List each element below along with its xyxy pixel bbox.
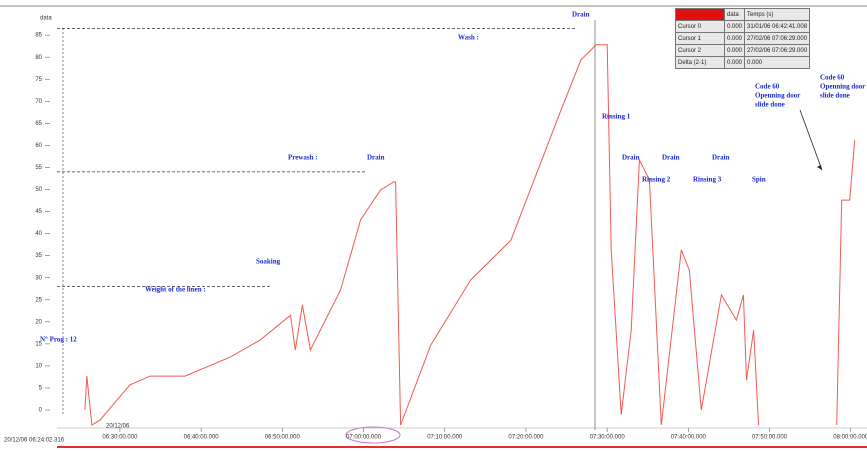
y-tick-label: 55 xyxy=(35,165,42,171)
annotation: Drain xyxy=(622,154,640,162)
table-row: Cursor 0 0.000 31/01/06 06:42:41.008 xyxy=(675,20,811,33)
y-tick-label: 30 xyxy=(35,275,42,281)
annotation: Rinsing 2 xyxy=(642,176,671,184)
annotation: Drain xyxy=(712,154,730,162)
y-tick-label: 15 xyxy=(35,341,42,347)
annotation: Spin xyxy=(752,176,766,184)
arrow xyxy=(799,109,823,171)
x-tick-label: 06:50:00.000 xyxy=(265,435,301,441)
annotation: Rinsing 1 xyxy=(602,113,631,121)
y-tick-label: 75 xyxy=(35,77,42,83)
cell: Delta (2-1) xyxy=(675,56,725,69)
annotation: Code 60 xyxy=(755,83,780,91)
y-tick-label: 70 xyxy=(35,99,42,105)
y-tick-label: 45 xyxy=(35,209,42,215)
annotation: Drain xyxy=(367,154,385,162)
x-date-label: 20/12/06 xyxy=(106,424,130,430)
annotation: slide done xyxy=(755,101,785,109)
annotation: Prewash : xyxy=(288,154,318,162)
x-tick-label: 08:00:00.000 xyxy=(833,435,867,441)
y-tick-label: 0 xyxy=(39,408,43,414)
x-tick-label: 07:50:00.000 xyxy=(752,435,788,441)
data-line xyxy=(84,44,856,426)
annotation: Weight of the linen : xyxy=(145,286,206,294)
y-tick-label: 10 xyxy=(35,364,42,370)
annotation: Code 60 xyxy=(820,74,845,82)
y-tick-label: 40 xyxy=(35,231,42,237)
x-tick-label: 07:20:00.000 xyxy=(508,435,544,441)
cell: 0.000 xyxy=(723,44,746,57)
y-tick-label: 80 xyxy=(35,55,42,61)
cursor-table: data Temps (s) Cursor 0 0.000 31/01/06 06:… xyxy=(675,8,811,69)
cell: 0.000 xyxy=(723,32,746,45)
x-tick-label: 06:40:00.000 xyxy=(184,435,220,441)
x-start-label: 20/12/06 06:24:02.316 xyxy=(4,438,65,444)
y-tick-label: 50 xyxy=(35,187,42,193)
y-axis-label: data xyxy=(40,16,52,22)
annotation: Rinsing 3 xyxy=(693,176,722,184)
cell: 0.000 xyxy=(723,56,746,69)
table-header: data Temps (s) xyxy=(675,8,811,21)
x-tick-label: 07:00:00.000 xyxy=(346,435,382,441)
cell: Cursor 2 xyxy=(675,44,725,57)
cell: Cursor 1 xyxy=(675,32,725,45)
y-tick-label: 85 xyxy=(35,33,42,39)
annotation: Openning door xyxy=(755,92,800,100)
annotation: Wash : xyxy=(458,34,479,42)
annotation: slide done xyxy=(820,92,850,100)
cell: 0.000 xyxy=(723,20,746,33)
x-tick-label: 06:30:00.000 xyxy=(102,435,138,441)
y-tick-label: 60 xyxy=(35,143,42,149)
y-tick-label: 65 xyxy=(35,121,42,127)
header-cell: Temps (s) xyxy=(744,8,811,21)
cell: 31/01/06 06:42:41.008 xyxy=(744,20,811,33)
header-cell: data xyxy=(723,8,746,21)
cell: Cursor 0 xyxy=(675,20,725,33)
annotation: N° Prog : 12 xyxy=(40,336,77,344)
cell: 27/02/06 07:06:29.000 xyxy=(744,32,811,45)
x-tick-label: 07:30:00.000 xyxy=(590,435,626,441)
cell: 0.000 xyxy=(744,56,811,69)
highlight-ellipse xyxy=(345,426,401,444)
y-tick-label: 25 xyxy=(35,297,42,303)
table-row: Delta (2-1) 0.000 0.000 xyxy=(675,56,811,69)
annotations: N° Prog : 12 Weight of the linen : Soaki… xyxy=(40,11,865,344)
table-row: Cursor 1 0.000 27/02/06 07:06:29.000 xyxy=(675,32,811,45)
annotation: Openning door xyxy=(820,83,865,91)
y-tick-label: 5 xyxy=(39,386,43,392)
x-tick-label: 07:10:00.000 xyxy=(427,435,463,441)
annotation: Drain xyxy=(662,154,680,162)
y-tick-label: 20 xyxy=(35,319,42,325)
table-row: Cursor 2 0.000 27/02/06 07:06:29.000 xyxy=(675,44,811,57)
arrow-head xyxy=(817,165,822,170)
y-tick-label: 35 xyxy=(35,253,42,259)
color-cell xyxy=(675,8,725,21)
x-tick-label: 07:40:00.000 xyxy=(671,435,707,441)
cell: 27/02/06 07:06:29.000 xyxy=(744,44,811,57)
annotation: Soaking xyxy=(256,258,281,266)
annotation: Drain xyxy=(572,11,590,19)
